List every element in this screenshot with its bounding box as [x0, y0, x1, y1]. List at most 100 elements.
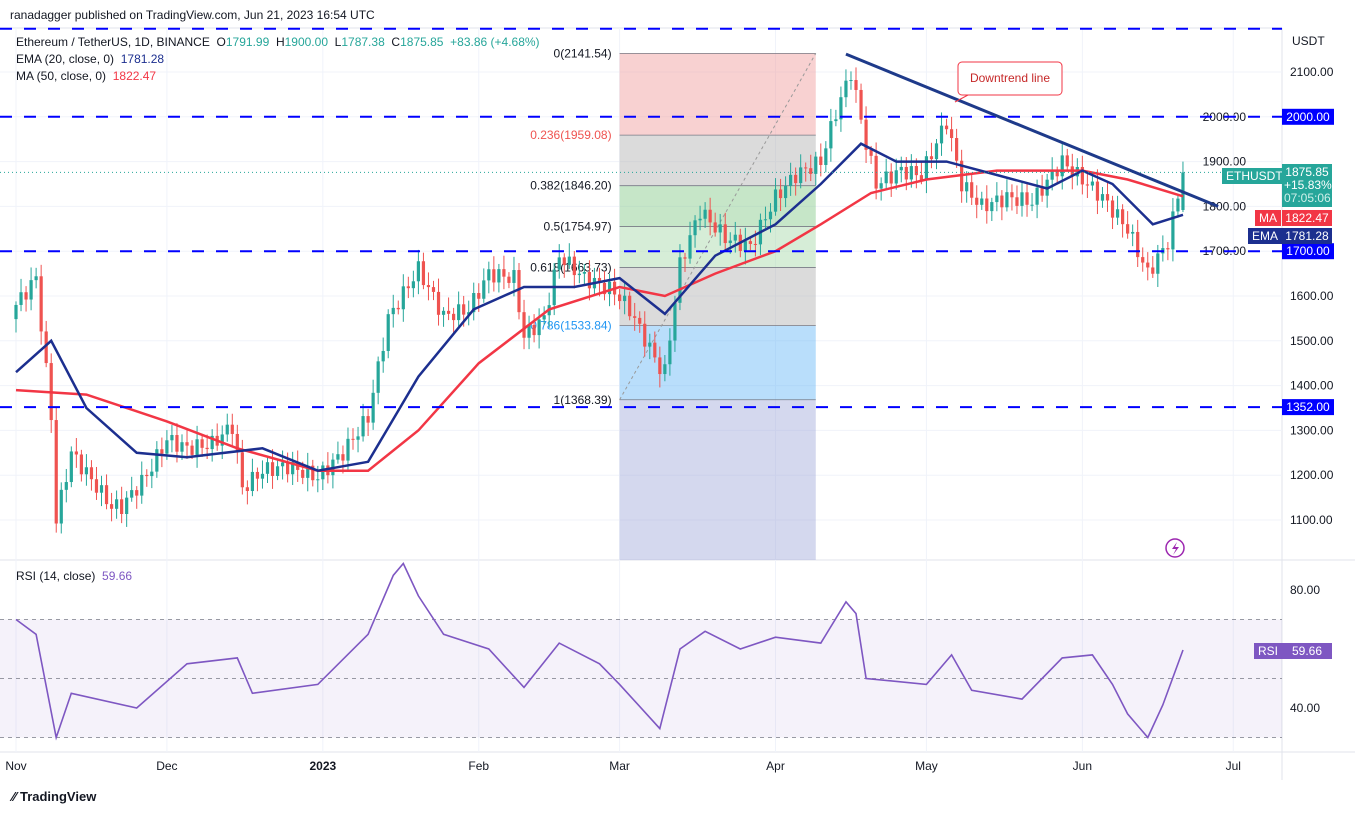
candle-body — [557, 257, 561, 270]
candle-body — [44, 331, 48, 364]
tradingview-logo[interactable]: ⁄⁄ TradingView — [12, 789, 96, 804]
candle-body — [1040, 187, 1044, 196]
candle-body — [618, 294, 622, 302]
candle-body — [155, 449, 159, 472]
x-tick-label: Nov — [5, 759, 26, 773]
candle-body — [693, 220, 697, 236]
candle-body — [115, 499, 119, 509]
level-tag-label: 1352.00 — [1286, 400, 1330, 414]
y-tick-label: 1400.00 — [1290, 379, 1334, 393]
candle-body — [150, 471, 154, 477]
candle-body — [1100, 194, 1105, 201]
candle-body — [165, 440, 169, 454]
symbol-legend: Ethereum / TetherUS, 1D, BINANCE O1791.9… — [16, 35, 540, 49]
candle-body — [24, 292, 28, 300]
candle-body — [140, 474, 144, 496]
x-tick-label: Jun — [1073, 759, 1092, 773]
ma-value: 1822.47 — [112, 69, 157, 83]
candle-body — [985, 198, 989, 212]
candle-body — [1035, 187, 1039, 205]
candle-body — [482, 280, 486, 299]
candle-body — [286, 462, 290, 475]
candle-body — [708, 209, 712, 223]
candle-body — [79, 454, 83, 475]
close-label: C — [391, 35, 401, 49]
candle-body — [688, 235, 692, 259]
candle-body — [899, 166, 903, 171]
candle-body — [678, 257, 682, 303]
ema-legend: EMA (20, close, 0) 1781.28 — [16, 52, 164, 66]
candle-body — [1085, 184, 1089, 186]
x-tick-label: 2023 — [309, 759, 336, 773]
candle-body — [391, 307, 395, 315]
fib-level-label: 0(2141.54) — [554, 46, 612, 60]
candle-body — [190, 445, 194, 455]
candle-body — [884, 171, 888, 184]
candle-body — [768, 211, 773, 220]
fib-zone — [619, 267, 816, 326]
candle-body — [683, 257, 687, 259]
level-tag-label: 2000.00 — [1286, 110, 1330, 124]
candle-body — [1146, 262, 1150, 268]
candle-body — [653, 342, 657, 358]
candle-body — [834, 119, 838, 122]
candle-body — [99, 485, 104, 493]
fib-level-label: 0.5(1754.97) — [544, 220, 612, 234]
candle-body — [914, 166, 918, 176]
x-tick-label: Dec — [156, 759, 177, 773]
candle-body — [487, 269, 491, 281]
callout-pointer — [954, 94, 969, 103]
last-price: 1875.85 — [1285, 165, 1329, 179]
candle-body — [84, 467, 89, 475]
ema-tag: EMA — [1248, 228, 1283, 244]
candle-body — [336, 454, 340, 460]
candle-body — [763, 219, 768, 221]
candle-body — [1020, 192, 1024, 206]
candle-body — [195, 439, 199, 455]
candle-body — [1060, 155, 1064, 177]
candle-body — [291, 462, 295, 475]
candle-body — [658, 357, 662, 375]
candle-body — [497, 269, 501, 283]
candle-body — [341, 454, 345, 461]
candle-body — [894, 170, 898, 184]
percent-change: +15.83% — [1284, 178, 1332, 192]
candle-body — [19, 292, 23, 305]
candle-body — [1030, 204, 1034, 206]
rsi-price-tag: 59.66 — [1282, 643, 1332, 659]
candle-body — [1141, 257, 1145, 263]
candle-body — [1121, 209, 1125, 225]
candle-body — [628, 295, 632, 317]
candle-body — [789, 174, 793, 186]
ma-price-tag: 1822.47 — [1282, 210, 1332, 226]
candle-body — [849, 80, 853, 82]
candle-body — [859, 89, 863, 120]
ema-value: 1781.28 — [120, 52, 165, 66]
level-tag — [1282, 108, 1334, 125]
candle-body — [1005, 192, 1009, 208]
candle-body — [869, 149, 873, 156]
candle-body — [1110, 200, 1115, 218]
candle-body — [1065, 155, 1069, 167]
publish-info: ranadagger published on TradingView.com,… — [10, 8, 375, 22]
fib-zone — [619, 399, 816, 560]
candle-body — [668, 340, 672, 365]
candle-body — [562, 257, 566, 265]
high-value: 1900.00 — [284, 35, 328, 49]
candle-body — [436, 291, 441, 315]
ma-label: MA (50, close, 0) — [16, 69, 107, 83]
candle-body — [1126, 224, 1130, 234]
candle-body — [1166, 248, 1170, 250]
candle-body — [235, 433, 239, 453]
rsi-value: 59.66 — [102, 569, 133, 583]
candle-body — [200, 439, 204, 448]
candle-body — [522, 312, 526, 338]
candle-body — [904, 166, 908, 180]
candle-body — [1010, 192, 1014, 198]
candle-body — [572, 256, 576, 276]
candle-body — [663, 364, 667, 375]
y-tick-label: 1500.00 — [1290, 334, 1334, 348]
candle-body — [1015, 197, 1019, 206]
candle-body — [673, 302, 677, 341]
